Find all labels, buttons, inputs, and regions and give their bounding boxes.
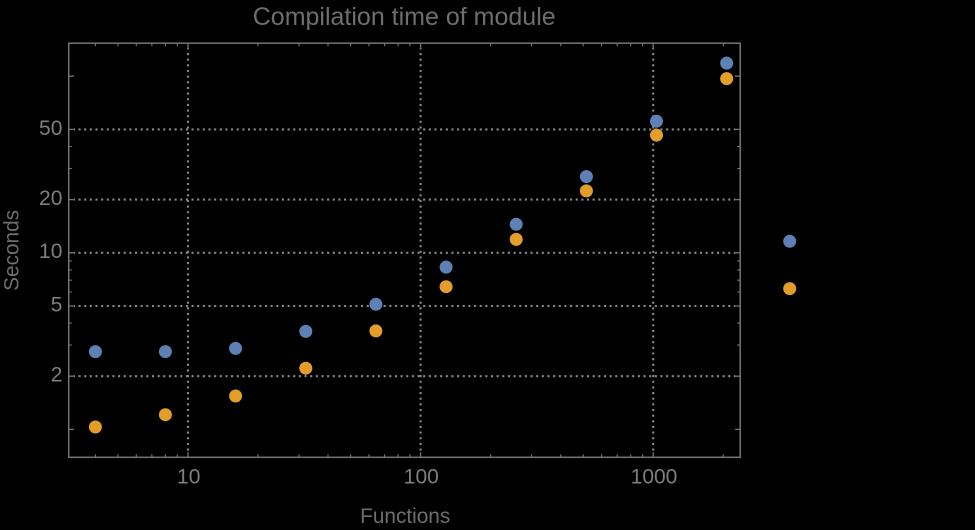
svg-text:Functions: Functions [360, 505, 450, 525]
svg-text:50: 50 [39, 117, 62, 140]
svg-text:Compilation time of module: Compilation time of module [253, 3, 556, 31]
svg-text:10: 10 [177, 465, 200, 488]
svg-text:100: 100 [404, 465, 439, 488]
svg-text:2: 2 [51, 364, 63, 387]
svg-text:5: 5 [51, 293, 63, 316]
svg-text:Seconds: Seconds [1, 210, 24, 291]
svg-text:1000: 1000 [631, 465, 678, 488]
svg-text:20: 20 [39, 187, 62, 210]
svg-text:10: 10 [39, 240, 62, 263]
